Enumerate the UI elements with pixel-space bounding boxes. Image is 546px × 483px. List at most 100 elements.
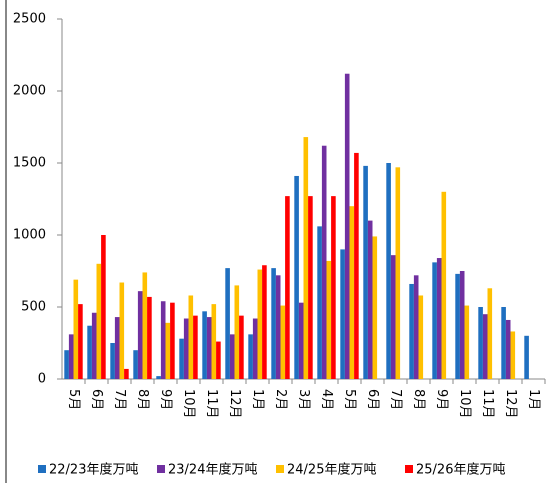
x-tick-label: 9月 bbox=[158, 389, 173, 410]
bar bbox=[441, 191, 447, 379]
bar bbox=[110, 343, 115, 379]
bar bbox=[188, 295, 194, 379]
x-tick-label: 5月 bbox=[66, 389, 81, 410]
y-tick-label: 1500 bbox=[13, 156, 46, 171]
x-tick-label: 12月 bbox=[227, 389, 242, 419]
bar bbox=[101, 235, 106, 379]
x-tick-label: 11月 bbox=[480, 389, 495, 419]
x-tick-label: 1月 bbox=[250, 389, 265, 410]
bar bbox=[478, 307, 483, 379]
bar bbox=[87, 325, 92, 379]
bar bbox=[68, 334, 74, 379]
bar bbox=[505, 319, 511, 379]
bar bbox=[234, 285, 240, 379]
bar bbox=[331, 196, 336, 379]
bar bbox=[91, 312, 97, 379]
legend-label: 24/25年度万吨 bbox=[287, 462, 376, 478]
bar bbox=[147, 296, 152, 379]
bar bbox=[64, 350, 69, 379]
bar bbox=[206, 317, 212, 379]
legend-label: 25/26年度万吨 bbox=[416, 462, 505, 478]
bar bbox=[349, 206, 355, 379]
legend-swatch bbox=[276, 465, 284, 473]
bar bbox=[183, 318, 189, 379]
bar bbox=[390, 255, 396, 379]
bar bbox=[202, 311, 207, 379]
bar bbox=[436, 258, 442, 379]
x-tick-label: 8月 bbox=[135, 389, 150, 410]
bar bbox=[482, 314, 488, 379]
bar bbox=[340, 249, 345, 379]
bar bbox=[317, 226, 322, 379]
y-tick-label: 500 bbox=[21, 300, 46, 315]
x-tick-label: 12月 bbox=[503, 389, 518, 419]
bar bbox=[257, 269, 263, 379]
bar bbox=[133, 350, 138, 379]
bar bbox=[156, 376, 161, 379]
bar bbox=[119, 282, 125, 379]
bar bbox=[285, 196, 290, 379]
y-tick-label: 2000 bbox=[13, 84, 46, 99]
bar bbox=[114, 317, 120, 379]
bar bbox=[455, 273, 460, 379]
bar bbox=[321, 145, 327, 379]
bar bbox=[367, 220, 373, 379]
x-tick-label: 7月 bbox=[388, 389, 403, 410]
y-tick-label: 2500 bbox=[13, 12, 46, 27]
bar bbox=[326, 260, 332, 379]
bar bbox=[510, 331, 516, 379]
bar bbox=[432, 262, 437, 379]
bar bbox=[501, 307, 506, 379]
bar bbox=[275, 275, 281, 379]
bar bbox=[418, 295, 424, 379]
y-tick-label: 1000 bbox=[13, 228, 46, 243]
bar bbox=[179, 338, 184, 379]
bar bbox=[363, 165, 368, 379]
bar bbox=[487, 288, 493, 379]
legend-swatch bbox=[157, 465, 165, 473]
bar bbox=[303, 137, 309, 379]
x-tick-label: 9月 bbox=[434, 389, 449, 410]
bar bbox=[298, 302, 304, 379]
bar bbox=[354, 152, 359, 379]
bar bbox=[73, 279, 79, 379]
bar bbox=[137, 291, 143, 379]
bar bbox=[124, 368, 129, 379]
bar bbox=[395, 167, 401, 379]
x-tick-label: 5月 bbox=[342, 389, 357, 410]
x-tick-label: 7月 bbox=[112, 389, 127, 410]
bar bbox=[413, 275, 419, 379]
x-tick-label: 3月 bbox=[296, 389, 311, 410]
bar bbox=[271, 268, 276, 379]
legend-swatch bbox=[38, 465, 46, 473]
bar bbox=[96, 263, 102, 379]
bar bbox=[229, 334, 235, 379]
bar bbox=[142, 272, 148, 379]
bar bbox=[280, 305, 286, 379]
x-tick-label: 4月 bbox=[319, 389, 334, 410]
legend-swatch bbox=[405, 465, 413, 473]
bar bbox=[459, 271, 465, 379]
bar bbox=[294, 175, 299, 379]
x-tick-label: 8月 bbox=[411, 389, 426, 410]
bar bbox=[386, 163, 391, 379]
x-tick-label: 10月 bbox=[457, 389, 472, 419]
bar bbox=[170, 302, 175, 379]
bar bbox=[464, 305, 470, 379]
bar bbox=[225, 268, 230, 379]
bar bbox=[211, 304, 217, 379]
bar bbox=[308, 196, 313, 379]
bar bbox=[193, 315, 198, 379]
x-tick-label: 10月 bbox=[181, 389, 196, 419]
x-tick-label: 11月 bbox=[204, 389, 219, 419]
bar bbox=[372, 236, 378, 379]
bar bbox=[252, 318, 258, 379]
bar bbox=[239, 315, 244, 379]
bar bbox=[524, 335, 529, 379]
bar bbox=[160, 301, 166, 379]
bar bbox=[262, 265, 267, 379]
y-tick-label: 0 bbox=[38, 372, 46, 387]
x-tick-label: 6月 bbox=[365, 389, 380, 410]
bar bbox=[165, 322, 171, 379]
